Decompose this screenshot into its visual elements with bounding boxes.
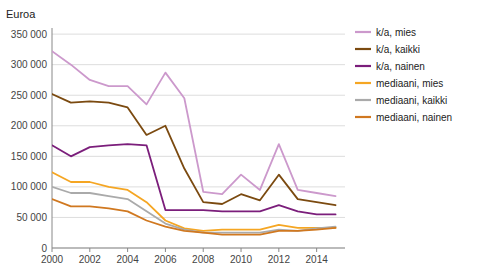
legend-swatch: [355, 116, 371, 118]
grid-line: [52, 248, 345, 249]
y-tick-label: 350 000: [11, 29, 48, 40]
y-grid: [52, 34, 345, 248]
y-tick-label: 100 000: [11, 181, 48, 192]
x-tick-label: 2012: [268, 254, 291, 265]
series-line: [52, 172, 336, 231]
grid-line: [52, 186, 345, 187]
x-tick: [89, 248, 90, 252]
grid-line: [52, 125, 345, 126]
grid-line: [52, 64, 345, 65]
y-tick-label: 250 000: [11, 90, 48, 101]
grid-line: [52, 156, 345, 157]
x-tick-label: 2002: [79, 254, 102, 265]
series-line: [52, 144, 336, 214]
legend-label: k/a, mies: [376, 27, 416, 38]
x-axis-line: [52, 248, 345, 249]
series-line: [52, 187, 336, 233]
legend-swatch: [355, 82, 371, 84]
legend-swatch: [355, 31, 371, 33]
legend-swatch: [355, 99, 371, 101]
x-tick-label: 2004: [116, 254, 139, 265]
y-tick-label: 50 000: [16, 212, 47, 223]
x-tick: [165, 248, 166, 252]
y-tick-label: 150 000: [11, 151, 48, 162]
y-tick-label: 0: [41, 243, 47, 254]
x-tick: [52, 248, 53, 252]
x-tick: [278, 248, 279, 252]
chart: 0 50 000 100 000 150 000 200 000 250 000 300 0…: [0, 0, 480, 275]
x-tick-label: 2008: [192, 254, 215, 265]
legend-label: mediaani, nainen: [376, 112, 452, 123]
x-tick: [203, 248, 204, 252]
x-tick-label: 2000: [41, 254, 64, 265]
x-tick: [316, 248, 317, 252]
y-tick-label: 300 000: [11, 59, 48, 70]
legend-label: k/a, nainen: [376, 61, 425, 72]
y-tick-label: 200 000: [11, 120, 48, 131]
legend: k/a, mies k/a, kaikki k/a, nainen mediaani,…: [355, 27, 452, 123]
series-line: [52, 199, 336, 234]
series-line: [52, 94, 336, 205]
y-axis-label: Euroa: [6, 8, 36, 20]
x-tick: [241, 248, 242, 252]
plot-lines: [52, 51, 336, 234]
grid-line: [52, 217, 345, 218]
grid-line: [52, 95, 345, 96]
series-line: [52, 51, 336, 196]
legend-label: mediaani, kaikki: [376, 95, 447, 106]
legend-label: k/a, kaikki: [376, 44, 420, 55]
x-tick: [127, 248, 128, 252]
legend-swatch: [355, 48, 371, 50]
x-tick-label: 2010: [230, 254, 253, 265]
x-tick-label: 2006: [154, 254, 177, 265]
grid-line: [52, 34, 345, 35]
legend-label: mediaani, mies: [376, 78, 443, 89]
x-tick-label: 2014: [306, 254, 329, 265]
legend-swatch: [355, 65, 371, 67]
y-axis-line: [52, 28, 53, 248]
